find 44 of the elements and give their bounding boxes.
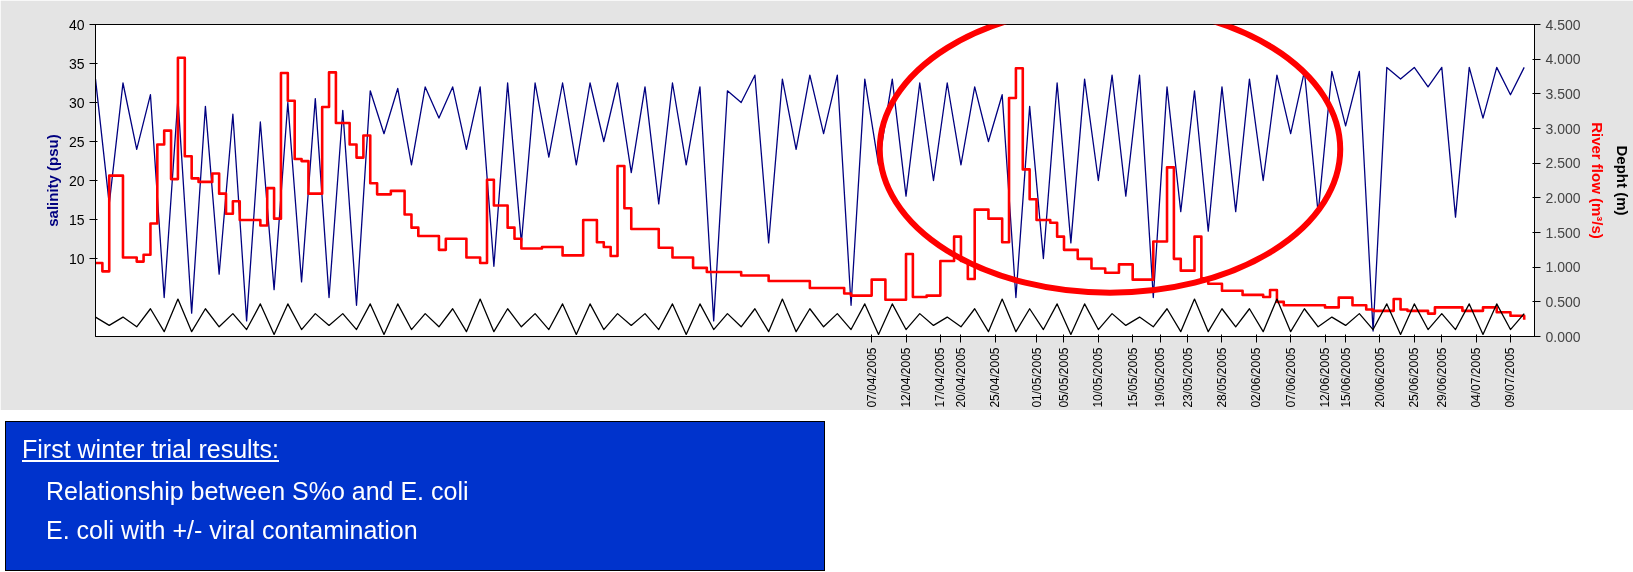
text: Relationship between S%o and E. coli [46,475,469,507]
x-tick-label: 07/04/2005 [864,347,879,408]
x-tick-label: 25/06/2005 [1407,347,1422,408]
x-tick-label: 12/06/2005 [1318,347,1332,408]
x-tick-label: 12/04/2005 [899,347,914,408]
y2-tick-label: 1.000 [1545,259,1581,276]
x-tick-label: 01/05/2005 [1029,347,1044,408]
y-tick-label: 15 [68,211,85,228]
x-tick-label: 20/06/2005 [1372,347,1387,408]
y-tick-label: 40 [68,16,85,33]
y2-tick-label: 2.500 [1545,155,1581,172]
y3-axis-title: Depht (m) [1613,145,1631,216]
y-tick-label: 25 [68,133,85,150]
x-tick-label: 15/06/2005 [1338,347,1353,408]
x-tick-label: 10/05/2005 [1091,347,1106,408]
y-tick-label: 20 [68,172,85,189]
y2-tick-label: 4.500 [1545,16,1581,33]
y-tick-label: 35 [68,55,85,72]
y2-tick-label: 3.000 [1545,120,1581,137]
x-tick-label: 28/05/2005 [1214,347,1229,408]
x-tick-label: 17/04/2005 [933,347,948,408]
text: E. coli with +/- viral contamination [46,515,419,547]
x-tick-label: 19/05/2005 [1153,347,1168,408]
x-tick-label: 04/07/2005 [1469,347,1484,408]
y2-tick-label: 0.500 [1545,293,1581,310]
y2-tick-label: 4.000 [1545,51,1581,68]
y2-tick-label: 0.000 [1545,328,1581,345]
y-tick-label: 10 [68,250,85,267]
y-tick-label: 30 [68,94,85,111]
text: First winter trial results: [22,434,280,465]
x-tick-label: 20/04/2005 [953,347,968,408]
x-tick-label: 23/05/2005 [1180,347,1195,408]
x-tick-label: 09/07/2005 [1503,347,1518,408]
x-tick-label: 07/06/2005 [1283,347,1298,408]
x-tick-label: 25/04/2005 [988,347,1003,408]
x-tick-label: 02/06/2005 [1249,347,1264,408]
x-tick-label: 15/05/2005 [1125,347,1140,408]
x-tick-label: 29/06/2005 [1434,347,1449,408]
y2-tick-label: 3.500 [1545,85,1581,102]
y-axis-title: salinity (psu) [43,134,61,227]
y2-tick-label: 1.500 [1545,224,1581,241]
x-tick-label: 05/05/2005 [1056,347,1071,408]
y2-tick-label: 2.000 [1545,189,1581,206]
y2-axis-title: River flow (m³/s) [1588,122,1606,239]
